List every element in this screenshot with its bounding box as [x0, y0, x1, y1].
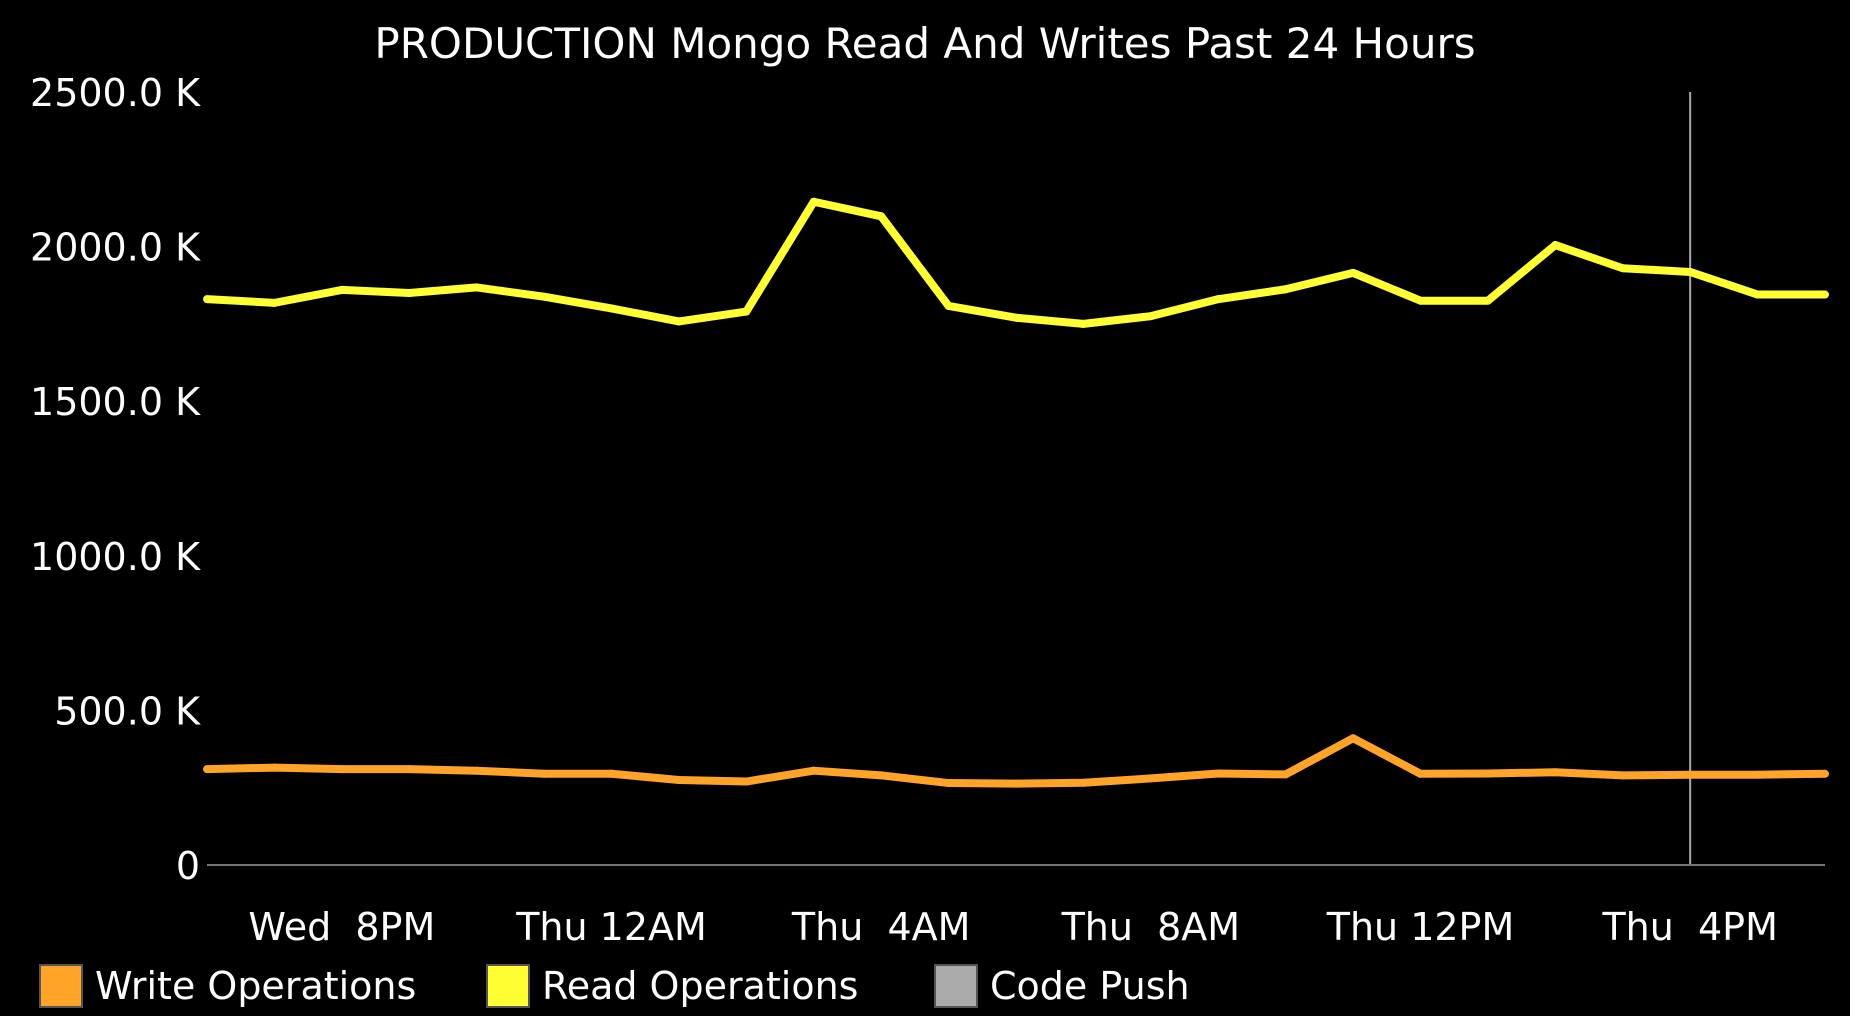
write-operations-point	[1349, 734, 1358, 743]
write-operations-point	[1753, 770, 1762, 779]
y-tick-label: 0	[176, 844, 200, 888]
legend-swatch	[39, 964, 83, 1008]
read-operations-point	[674, 317, 683, 326]
write-operations-point	[1079, 778, 1088, 787]
y-tick-label: 500.0 K	[54, 689, 201, 733]
write-operations-point	[405, 765, 414, 774]
legend-swatch	[934, 964, 978, 1008]
x-tick-label: Thu 8AM	[1061, 905, 1241, 949]
y-tick-label: 2000.0 K	[30, 226, 201, 270]
read-operations-point	[1079, 319, 1088, 328]
write-operations-point	[1551, 768, 1560, 777]
read-operations-point	[1483, 296, 1492, 305]
write-operations-line	[206, 734, 1826, 788]
read-operations-point	[1618, 264, 1627, 273]
read-operations-point	[472, 283, 481, 292]
x-axis: Wed 8PM Thu 12AM Thu 4AM Thu 8AM Thu 12PM Thu…	[207, 864, 1825, 949]
write-operations-point	[1214, 769, 1223, 778]
write-operations-point	[1012, 779, 1020, 788]
legend-label: Read Operations	[542, 964, 858, 1008]
legend-label: Write Operations	[95, 964, 416, 1008]
read-operations-point	[1281, 285, 1290, 294]
legend-item-read-operations: Read Operations	[486, 964, 858, 1008]
x-tick-label: Thu 4PM	[1601, 905, 1777, 949]
write-operations-point	[1686, 770, 1695, 779]
read-operations-point	[1416, 296, 1425, 305]
x-tick-label: Thu 12PM	[1326, 905, 1515, 949]
x-tick-label: Wed 8PM	[248, 905, 435, 949]
x-tick-label: Thu 12AM	[515, 905, 707, 949]
write-operations-point	[203, 765, 211, 774]
read-operations-point	[1146, 312, 1155, 321]
read-operations-point	[337, 285, 346, 294]
write-operations-point	[809, 766, 818, 775]
write-operations-point	[674, 775, 683, 784]
read-operations-point	[1686, 267, 1695, 276]
read-operations-point	[607, 304, 616, 313]
y-tick-label: 1500.0 K	[30, 380, 201, 424]
legend-item-code-push: Code Push	[934, 964, 1190, 1008]
y-tick-label: 2500.0 K	[30, 71, 201, 115]
write-operations-point	[1281, 770, 1290, 779]
read-operations-point	[1012, 313, 1020, 322]
read-operations-point	[203, 295, 211, 304]
read-operations-point	[270, 298, 279, 307]
read-operations-point	[405, 288, 414, 297]
write-operations-point	[944, 779, 953, 788]
write-operations-point	[742, 777, 751, 786]
read-operations-line	[206, 197, 1825, 328]
read-operations-point	[1753, 290, 1762, 299]
chart-title: PRODUCTION Mongo Read And Writes Past 24…	[374, 19, 1475, 68]
write-operations-point	[1483, 769, 1492, 778]
read-operations-point	[742, 307, 751, 316]
write-operations-point	[607, 769, 616, 778]
legend-label: Code Push	[990, 964, 1190, 1008]
write-operations-point	[1416, 769, 1425, 778]
read-operations-point	[1551, 241, 1560, 250]
x-tick-label: Thu 4AM	[791, 905, 971, 949]
y-tick-label: 1000.0 K	[30, 535, 201, 579]
write-operations-point	[877, 771, 886, 780]
read-operations-point	[1821, 290, 1829, 299]
plot-area	[203, 92, 1829, 865]
write-operations-point	[1146, 774, 1155, 783]
legend: Write Operations Read Operations Code Push	[39, 964, 1190, 1008]
legend-swatch	[486, 964, 530, 1008]
write-operations-point	[1618, 771, 1627, 780]
read-operations-point	[809, 197, 818, 206]
read-operations-point	[944, 301, 953, 310]
write-operations-point	[270, 763, 279, 772]
write-operations-point	[337, 765, 346, 774]
legend-item-write-operations: Write Operations	[39, 964, 416, 1008]
write-operations-point	[540, 769, 549, 778]
read-operations-point	[540, 292, 549, 301]
y-axis: 0 500.0 K 1000.0 K 1500.0 K 2000.0 K 2500.0 K	[30, 71, 201, 888]
read-operations-point	[1214, 295, 1223, 304]
read-operations-point	[1349, 268, 1358, 277]
read-operations-point	[877, 212, 886, 221]
write-operations-point	[1821, 769, 1829, 778]
write-operations-point	[472, 766, 481, 775]
